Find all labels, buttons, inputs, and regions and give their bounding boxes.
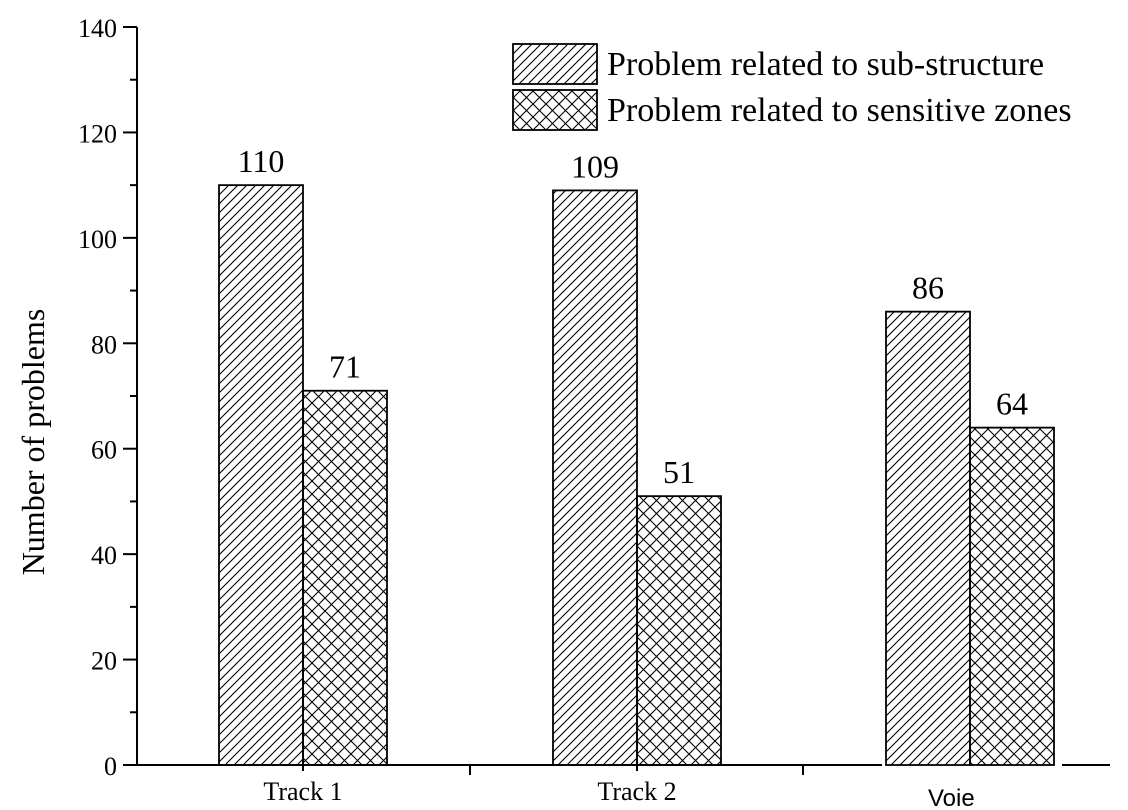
data-label: 71 (329, 349, 361, 385)
y-tick-label: 100 (78, 225, 117, 254)
legend-label-sub-structure: Problem related to sub-structure (607, 46, 1044, 83)
legend-swatch-sub-structure (513, 44, 597, 84)
y-tick-label: 140 (78, 14, 117, 43)
y-tick-label: 80 (91, 330, 117, 359)
bar-sub-structure-3 (886, 312, 970, 765)
y-axis: 0 20 40 60 80 100 120 140 (78, 14, 137, 781)
data-label: 64 (996, 386, 1028, 422)
bar-sensitive-zones-3 (970, 428, 1054, 765)
y-tick-label: 120 (78, 119, 117, 148)
bar-sub-structure-1 (219, 185, 303, 765)
x-tick-label: Voie (928, 785, 975, 810)
data-label: 86 (912, 270, 944, 306)
y-tick-label: 0 (104, 752, 117, 781)
y-tick-label: 60 (91, 436, 117, 465)
data-label: 110 (238, 143, 285, 179)
legend: Problem related to sub-structure Problem … (513, 44, 1072, 130)
bar-sensitive-zones-1 (303, 391, 387, 765)
data-label: 109 (571, 148, 619, 184)
y-tick-label: 20 (91, 647, 117, 676)
x-tick-label: Track 2 (597, 777, 676, 806)
bar-sub-structure-2 (553, 190, 637, 765)
y-tick-label: 40 (91, 541, 117, 570)
legend-swatch-sensitive-zones (513, 90, 597, 130)
x-axis: Track 1 Track 2 Voie (123, 765, 1110, 810)
x-tick-label: Track 1 (263, 777, 342, 806)
y-axis-label: Number of problems (15, 309, 51, 576)
data-label: 51 (663, 454, 695, 490)
legend-label-sensitive-zones: Problem related to sensitive zones (607, 92, 1072, 129)
bar-sensitive-zones-2 (637, 496, 721, 765)
